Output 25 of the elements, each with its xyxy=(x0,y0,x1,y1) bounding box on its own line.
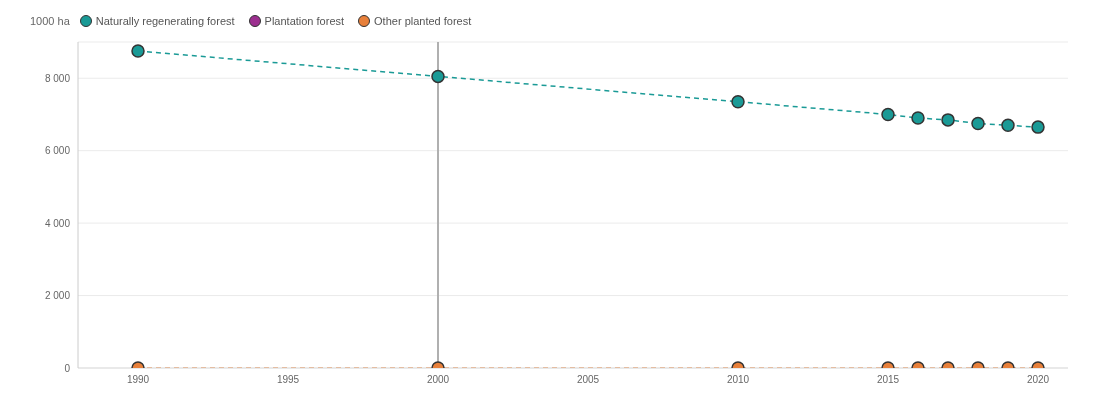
y-tick-label: 4 000 xyxy=(44,217,71,229)
point xyxy=(731,95,745,109)
point xyxy=(131,44,145,58)
y-axis-title: 1000 ha xyxy=(30,15,70,27)
legend-label: Naturally regenerating forest xyxy=(94,15,235,27)
x-tick-label: 1995 xyxy=(276,374,300,386)
x-tick-label: 2015 xyxy=(876,374,900,386)
y-tick-label: 8 000 xyxy=(44,72,71,84)
x-tick-label: 2020 xyxy=(1026,374,1050,386)
y-tick-label: 6 000 xyxy=(44,145,71,157)
legend-label: Plantation forest xyxy=(263,15,345,27)
y-tick-label: 0 xyxy=(64,362,71,374)
point xyxy=(881,107,895,122)
point xyxy=(911,111,925,125)
point xyxy=(1031,120,1045,134)
x-tick-label: 1990 xyxy=(126,374,150,386)
x-tick-label: 2005 xyxy=(576,374,600,386)
point xyxy=(1001,118,1015,133)
point xyxy=(941,113,955,127)
x-tick-label: 2000 xyxy=(426,374,450,386)
y-tick-label: 2 000 xyxy=(44,290,71,302)
point xyxy=(431,69,445,84)
x-tick-label: 2010 xyxy=(726,374,750,386)
legend-label: Other planted forest xyxy=(373,15,472,27)
point xyxy=(971,116,985,131)
